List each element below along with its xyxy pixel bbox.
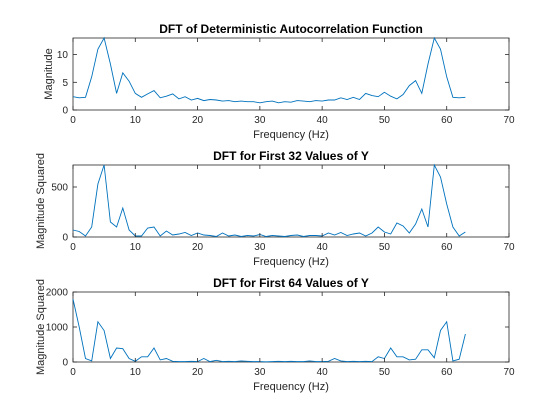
x-tick-label: 10 <box>130 115 142 126</box>
x-tick-label: 0 <box>70 367 76 378</box>
x-tick-label: 50 <box>379 115 391 126</box>
y-axis-label: Magnitude <box>43 48 55 99</box>
chart-title: DFT for First 64 Values of Y <box>213 276 369 290</box>
x-tick-label: 70 <box>503 242 515 253</box>
y-tick-label: 2000 <box>46 288 69 299</box>
axes-box <box>72 164 510 238</box>
x-tick-label: 20 <box>192 367 204 378</box>
x-tick-label: 40 <box>317 367 329 378</box>
subplot-2: 0 10 20 30 40 50 60 70 0 500 DFT for First 32 Valu… <box>35 149 515 268</box>
y-tick-label: 0 <box>62 358 68 369</box>
x-tick-label: 10 <box>130 242 142 253</box>
x-tick-label: 40 <box>317 115 329 126</box>
y-tick-label: 10 <box>57 50 69 61</box>
series-line <box>72 298 466 363</box>
y-tick-label: 500 <box>51 183 68 194</box>
y-axis-label: Magnitude Squared <box>35 153 47 249</box>
x-axis-label: Frequency (Hz) <box>253 256 329 268</box>
x-tick-label: 70 <box>503 115 515 126</box>
chart-title: DFT of Deterministic Autocorrelation Fun… <box>159 22 423 36</box>
axes-box <box>72 291 510 363</box>
y-tick-label: 5 <box>62 78 68 89</box>
y-axis-label: Magnitude Squared <box>35 279 47 375</box>
x-tick-label: 60 <box>441 115 453 126</box>
x-tick-label: 30 <box>254 242 266 253</box>
x-tick-label: 50 <box>379 367 391 378</box>
x-tick-label: 10 <box>130 367 142 378</box>
axes-box <box>72 37 510 111</box>
x-tick-label: 20 <box>192 115 204 126</box>
x-tick-label: 0 <box>70 115 76 126</box>
x-tick-label: 60 <box>441 367 453 378</box>
series-line <box>72 163 466 237</box>
y-tick-label: 0 <box>62 233 68 244</box>
x-tick-label: 50 <box>379 242 391 253</box>
subplot-1: 0 10 20 30 40 50 60 70 0 5 10 DFT of Deterministic … <box>43 22 515 141</box>
x-tick-label: 60 <box>441 242 453 253</box>
x-axis-label: Frequency (Hz) <box>253 381 329 393</box>
subplot-3: 0 10 20 30 40 50 60 70 0 1000 2000 DFT for First 64… <box>35 276 515 393</box>
x-axis-label: Frequency (Hz) <box>253 129 329 141</box>
series-line <box>72 36 466 104</box>
x-tick-label: 0 <box>70 242 76 253</box>
x-tick-label: 30 <box>254 367 266 378</box>
x-tick-label: 40 <box>317 242 329 253</box>
x-tick-label: 70 <box>503 367 515 378</box>
y-tick-label: 1000 <box>46 323 69 334</box>
x-tick-label: 30 <box>254 115 266 126</box>
chart-title: DFT for First 32 Values of Y <box>213 149 369 163</box>
y-tick-label: 0 <box>62 106 68 117</box>
x-tick-label: 20 <box>192 242 204 253</box>
